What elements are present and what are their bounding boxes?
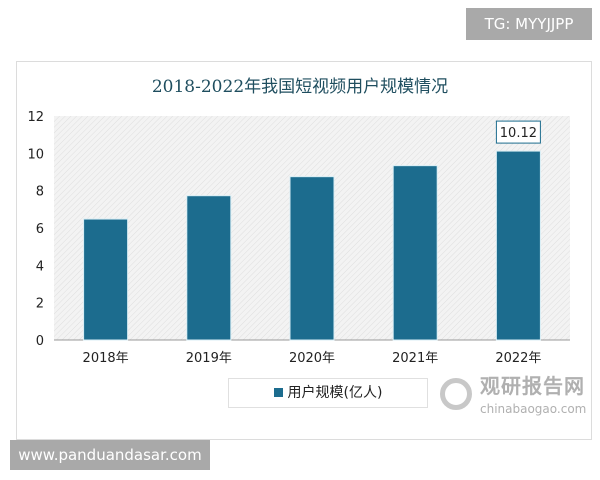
bar xyxy=(289,176,335,341)
y-tick-label: 0 xyxy=(36,334,44,349)
x-tick-label: 2020年 xyxy=(289,351,335,366)
tg-badge: TG: MYYJJPP xyxy=(466,8,592,40)
legend-swatch xyxy=(273,388,283,397)
x-tick-label: 2019年 xyxy=(186,351,232,366)
watermark-logo-icon xyxy=(440,378,472,410)
y-tick-label: 4 xyxy=(36,259,44,274)
y-tick-label: 8 xyxy=(36,185,44,200)
y-tick-label: 12 xyxy=(27,110,44,125)
data-label: 10.12 xyxy=(500,126,537,141)
bar xyxy=(495,150,541,341)
site-badge: www.panduandasar.com xyxy=(10,440,210,470)
bar xyxy=(186,195,232,341)
y-tick-label: 6 xyxy=(36,222,44,237)
data-label-box xyxy=(495,120,541,144)
bar xyxy=(83,218,129,341)
chart-title: 2018-2022年我国短视频用户规模情况 xyxy=(151,77,449,97)
bar xyxy=(392,165,438,341)
y-tick-label: 2 xyxy=(36,297,44,312)
y-tick-label: 10 xyxy=(27,147,44,162)
legend: 用户规模(亿人) xyxy=(228,378,428,408)
watermark-cn: 观研报告网 xyxy=(480,374,585,398)
x-tick-label: 2018年 xyxy=(83,351,129,366)
x-tick-label: 2021年 xyxy=(392,351,438,366)
x-tick-label: 2022年 xyxy=(495,351,541,366)
watermark-en: chinabaogao.com xyxy=(480,402,587,416)
legend-label: 用户规模(亿人) xyxy=(287,385,383,401)
